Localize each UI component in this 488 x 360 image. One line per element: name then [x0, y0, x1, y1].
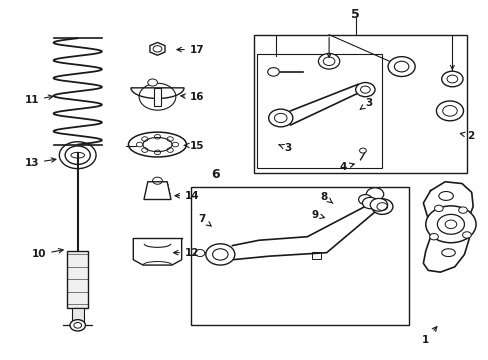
Circle shape — [458, 207, 467, 213]
Text: 13: 13 — [24, 158, 56, 168]
Circle shape — [462, 232, 470, 238]
Circle shape — [369, 198, 387, 211]
Text: 1: 1 — [421, 327, 436, 345]
Circle shape — [205, 244, 234, 265]
Circle shape — [425, 206, 475, 243]
Text: 11: 11 — [24, 95, 53, 105]
Circle shape — [147, 79, 157, 86]
Text: 6: 6 — [211, 168, 220, 181]
Text: 9: 9 — [310, 210, 324, 220]
Bar — [191, 187, 408, 325]
Bar — [311, 252, 320, 259]
Bar — [72, 308, 83, 324]
Circle shape — [434, 205, 442, 212]
Circle shape — [441, 71, 462, 87]
Text: 15: 15 — [184, 141, 204, 150]
Text: 12: 12 — [173, 248, 199, 258]
Circle shape — [267, 68, 279, 76]
Circle shape — [70, 320, 85, 331]
Circle shape — [195, 249, 204, 257]
Text: 7: 7 — [198, 214, 211, 226]
Text: 3: 3 — [278, 143, 291, 153]
Circle shape — [359, 148, 366, 153]
Circle shape — [362, 197, 377, 209]
Circle shape — [318, 54, 339, 69]
Text: 17: 17 — [177, 45, 204, 55]
Bar — [154, 88, 161, 105]
Text: 8: 8 — [320, 192, 332, 203]
Text: 5: 5 — [350, 8, 359, 21]
Polygon shape — [143, 182, 171, 199]
Text: 10: 10 — [32, 248, 63, 260]
Text: 3: 3 — [360, 98, 372, 109]
Bar — [256, 54, 382, 168]
Bar — [254, 35, 466, 173]
Text: 2: 2 — [459, 131, 473, 141]
Circle shape — [153, 46, 162, 52]
Circle shape — [268, 109, 292, 127]
Circle shape — [366, 188, 383, 201]
Circle shape — [387, 57, 414, 77]
Text: 16: 16 — [181, 92, 204, 102]
Polygon shape — [131, 88, 183, 99]
Circle shape — [435, 101, 463, 121]
Circle shape — [371, 199, 392, 215]
Circle shape — [355, 82, 374, 97]
Text: 14: 14 — [175, 191, 199, 201]
Polygon shape — [67, 251, 88, 307]
Circle shape — [358, 194, 371, 204]
Polygon shape — [150, 42, 164, 55]
Circle shape — [429, 234, 437, 240]
Text: 4: 4 — [339, 162, 353, 172]
